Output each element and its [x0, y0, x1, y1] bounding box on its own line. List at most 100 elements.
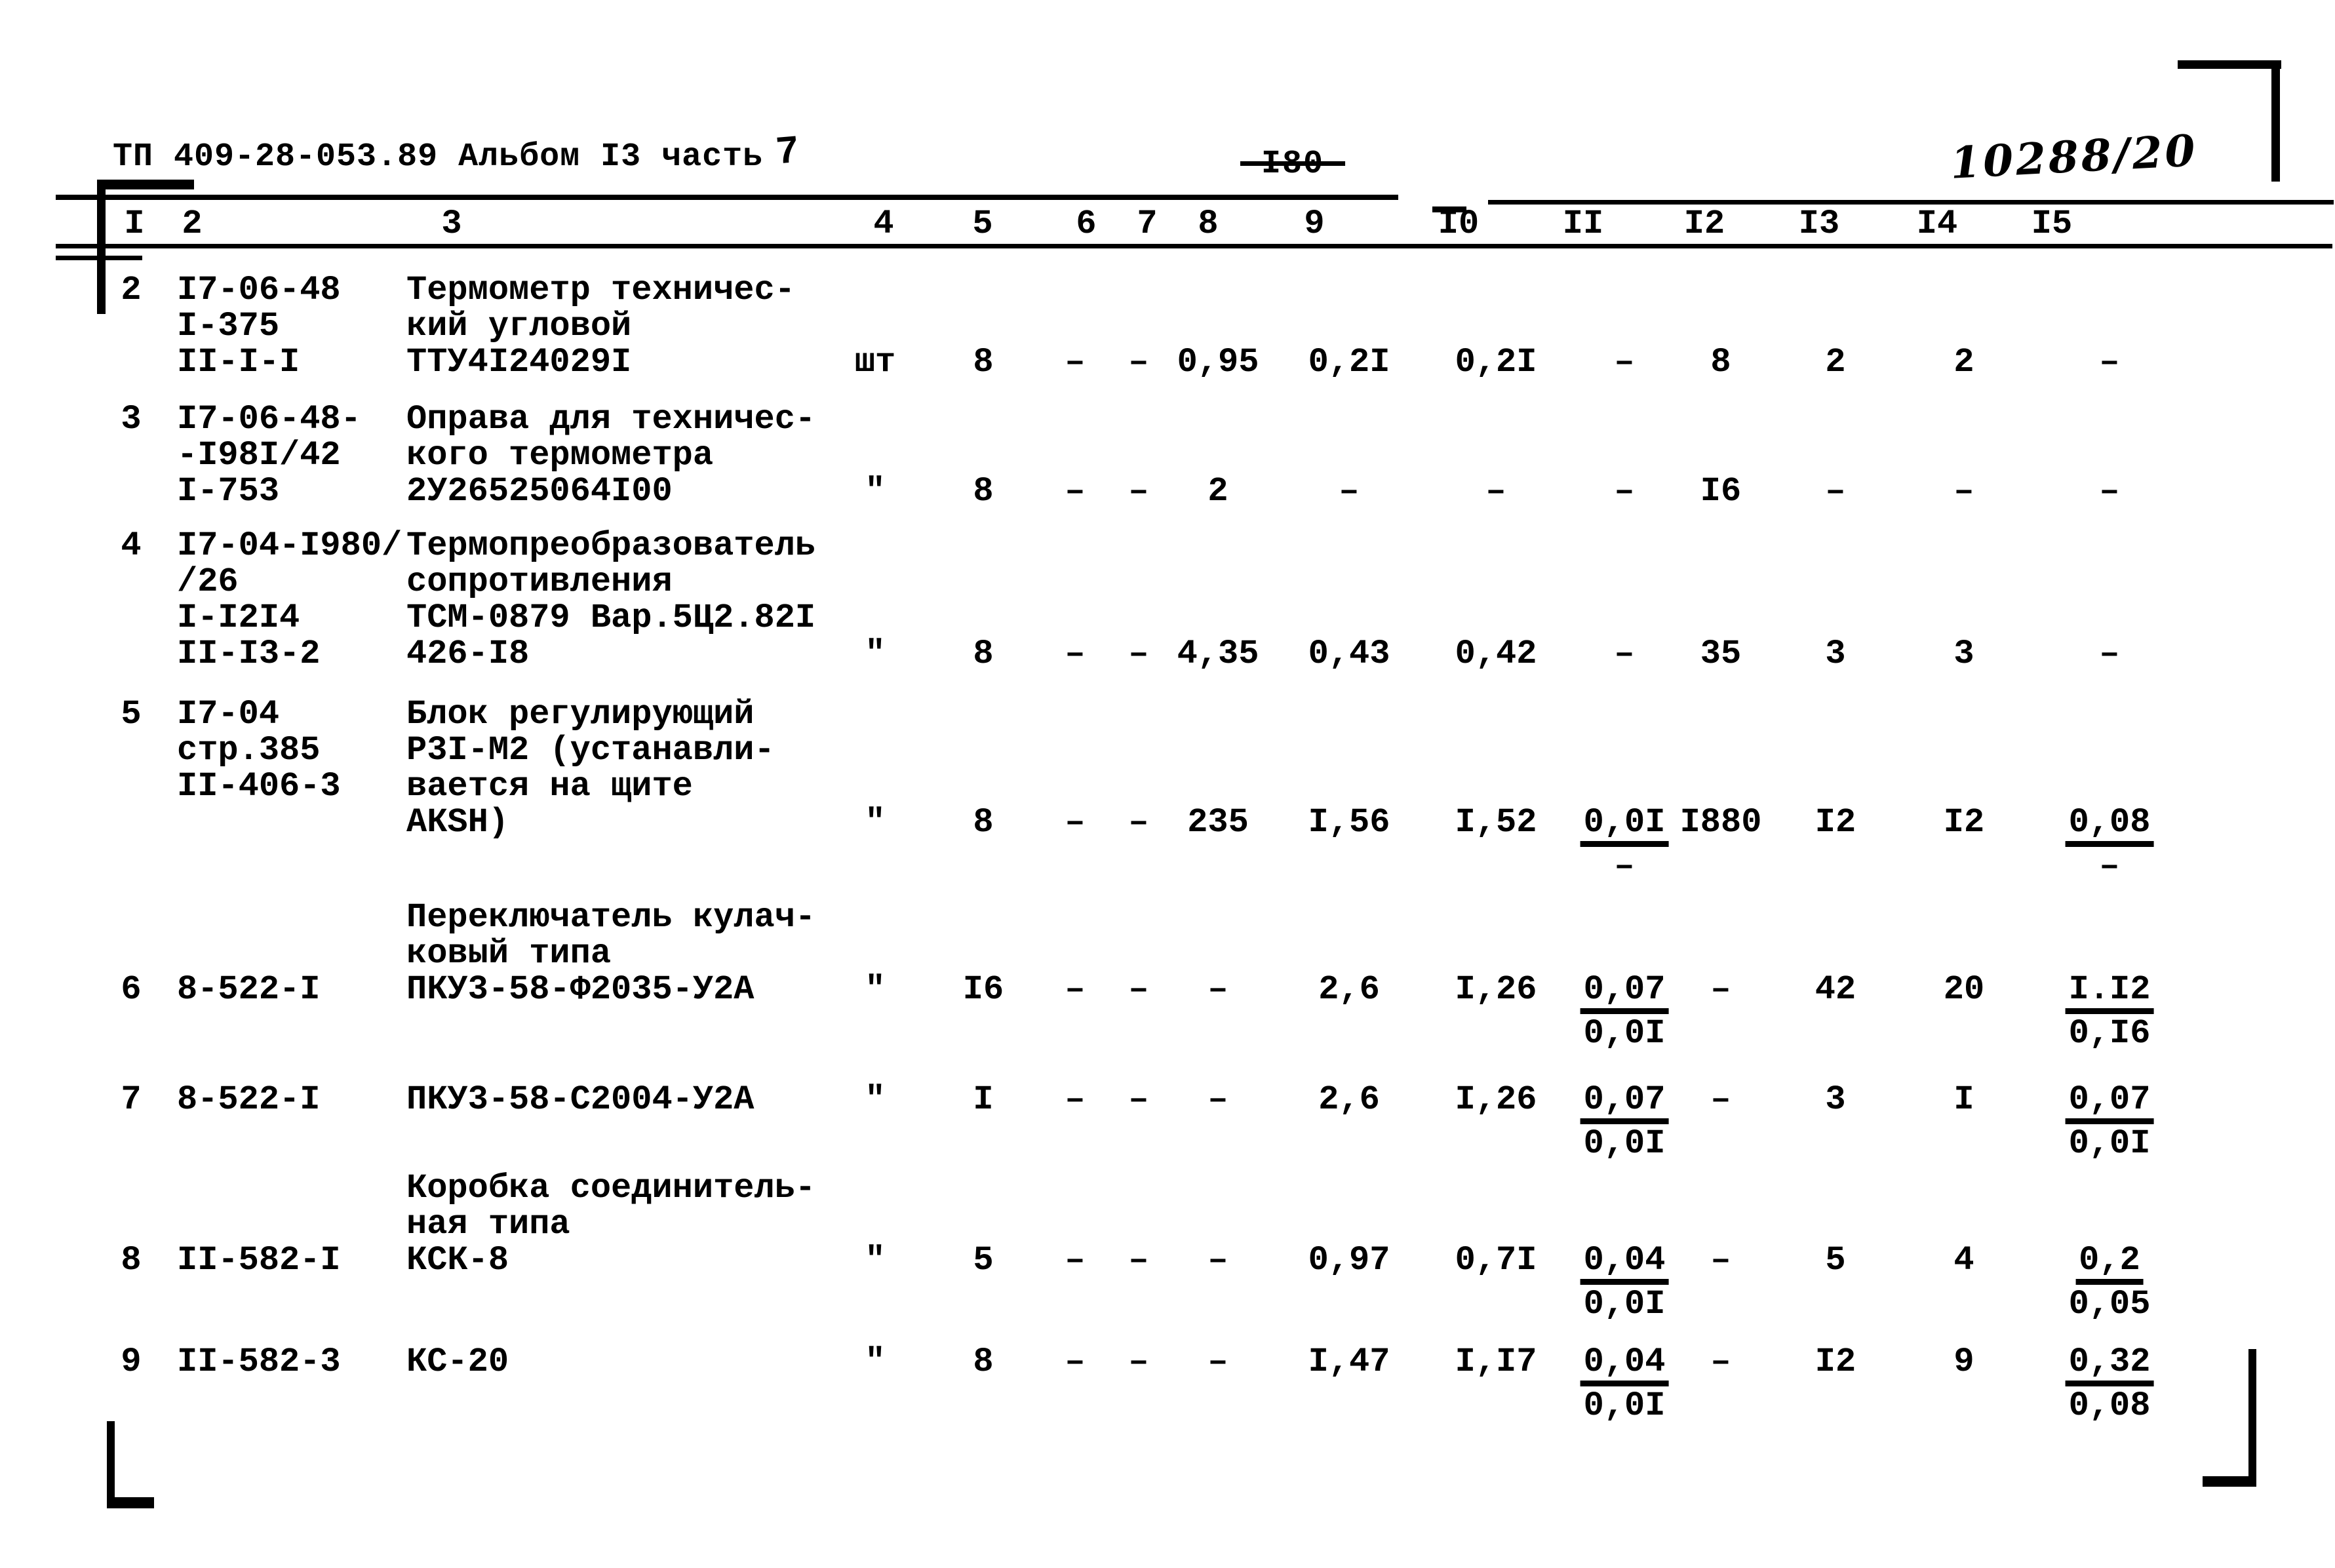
cell-value-col15: – — [2099, 635, 2120, 673]
column-header-14: I4 — [1916, 205, 1958, 243]
fraction-bottom-value: 0,0I — [1583, 1014, 1666, 1053]
cell-value-col14: 9 — [1953, 1343, 1974, 1381]
fraction-top-value: 0,07 — [1580, 971, 1669, 1014]
crop-mark-top-right-horizontal — [2178, 60, 2281, 69]
cell-value-col8: – — [1207, 1080, 1228, 1119]
row-description: ПКУ3-58-С2004-У2А — [406, 1080, 755, 1119]
crop-mark-bottom-right-vertical — [2248, 1349, 2256, 1487]
cell-value-col8: 2 — [1207, 472, 1228, 511]
cell-value-col8: 4,35 — [1177, 635, 1259, 673]
column-header-11: II — [1562, 205, 1604, 243]
cell-value-col5: I6 — [962, 970, 1004, 1009]
cell-value-col5: 8 — [973, 343, 994, 382]
cell-value-col6: – — [1065, 803, 1086, 842]
row-unit: " — [865, 472, 886, 511]
crop-mark-bottom-left-vertical — [107, 1421, 115, 1506]
column-header-2: 2 — [182, 205, 203, 243]
column-header-3: 3 — [441, 205, 462, 243]
row-code: I-753 — [177, 472, 280, 511]
row-code: I7-06-48 — [177, 271, 341, 309]
cell-value-col9: 0,2I — [1308, 343, 1390, 382]
crop-mark-bottom-left-foot — [107, 1497, 154, 1508]
row-code: II-406-3 — [177, 767, 341, 806]
crop-mark-top-left-horizontal — [97, 180, 194, 189]
row-unit: " — [865, 635, 886, 673]
row-description: Коробка соединитель- — [406, 1169, 816, 1207]
cell-value-col7: – — [1128, 472, 1149, 511]
cell-value-col10: – — [1485, 472, 1506, 511]
row-number: 4 — [121, 526, 142, 565]
row-code: 8-522-I — [177, 1080, 321, 1119]
cell-value-col10: I,52 — [1455, 803, 1537, 842]
row-code: I-375 — [177, 307, 280, 345]
cell-value-col7: – — [1128, 635, 1149, 673]
cell-value-col7: – — [1128, 343, 1149, 382]
cell-value-col14: 2 — [1953, 343, 1974, 382]
column-header-6: 6 — [1076, 205, 1097, 243]
row-number: 3 — [121, 400, 142, 439]
row-code: II-582-I — [177, 1241, 341, 1280]
row-description: АКSН) — [406, 803, 509, 842]
column-header-12: I2 — [1683, 205, 1725, 243]
cell-value-col10: 0,42 — [1455, 635, 1537, 673]
column-header-9: 9 — [1304, 205, 1325, 243]
row-description: вается на щите — [406, 767, 693, 806]
cell-value-col6: – — [1065, 1080, 1086, 1119]
cell-value-col7: – — [1128, 1080, 1149, 1119]
page-number-struck: -I80- — [1240, 146, 1346, 183]
row-description: КС-20 — [406, 1343, 509, 1381]
cell-value-col10: I,26 — [1455, 970, 1537, 1009]
row-description: 2У26525064I00 — [406, 472, 673, 511]
fraction-bottom-value: 0,0I — [1583, 1124, 1666, 1163]
cell-value-col12: – — [1710, 970, 1731, 1009]
cell-value-col5: 8 — [973, 803, 994, 842]
column-header-1: I — [124, 205, 145, 243]
row-description: 426-I8 — [406, 635, 530, 673]
row-unit: " — [865, 1080, 886, 1119]
cell-value-col9: 0,43 — [1308, 635, 1390, 673]
fraction-bottom-value: 0,0I — [1583, 1386, 1666, 1425]
column-header-13: I3 — [1798, 205, 1840, 243]
cell-value-col8: – — [1207, 1241, 1228, 1280]
row-description: КСК-8 — [406, 1241, 509, 1280]
fraction-bottom-value: 0,0I — [1583, 1285, 1666, 1323]
cell-value-col11: 0,04 0,0I — [1580, 1344, 1669, 1424]
cell-value-col8: 235 — [1187, 803, 1249, 842]
cell-value-col14: 3 — [1953, 635, 1974, 673]
cell-value-col10: I,I7 — [1455, 1343, 1537, 1381]
cell-value-col15: – — [2099, 472, 2120, 511]
cell-value-col5: I — [973, 1080, 994, 1119]
cell-value-col10: I,26 — [1455, 1080, 1537, 1119]
row-code: I7-04-I980/ — [177, 526, 402, 565]
cell-value-col6: – — [1065, 472, 1086, 511]
cell-value-col13: I2 — [1815, 1343, 1856, 1381]
cell-value-col9: 2,6 — [1318, 1080, 1380, 1119]
row-number: 9 — [121, 1343, 142, 1381]
fraction-bottom-value: 0,0I — [2068, 1124, 2151, 1163]
cell-value-col10: 0,7I — [1455, 1241, 1537, 1280]
row-unit: " — [865, 970, 886, 1009]
row-description: ТТУ4I24029I — [406, 343, 632, 382]
row-number: 8 — [121, 1241, 142, 1280]
cell-value-col7: – — [1128, 1343, 1149, 1381]
column-header-15: I5 — [2031, 205, 2073, 243]
cell-value-col13: 3 — [1825, 635, 1846, 673]
row-description: Блок регулирующий — [406, 695, 755, 734]
cell-value-col15: I.I2 0,I6 — [2065, 971, 2154, 1051]
header-rule-top-left-segment — [56, 195, 1398, 200]
cell-value-col6: – — [1065, 1241, 1086, 1280]
fraction-bottom-value: 0,08 — [2068, 1386, 2151, 1425]
cell-value-col11: 0,07 0,0I — [1580, 971, 1669, 1051]
cell-value-col11: 0,07 0,0I — [1580, 1082, 1669, 1162]
header-rule-bottom — [56, 244, 2332, 248]
column-header-5: 5 — [972, 205, 993, 243]
fraction-bottom-value: – — [2099, 847, 2120, 886]
column-header-10: I0 — [1438, 205, 1480, 243]
row-unit: " — [865, 1241, 886, 1280]
cell-value-col6: – — [1065, 970, 1086, 1009]
row-description: ПКУ3-58-Ф2035-У2А — [406, 970, 755, 1009]
fraction-bottom-value: 0,05 — [2068, 1285, 2151, 1323]
cell-value-col5: 8 — [973, 635, 994, 673]
